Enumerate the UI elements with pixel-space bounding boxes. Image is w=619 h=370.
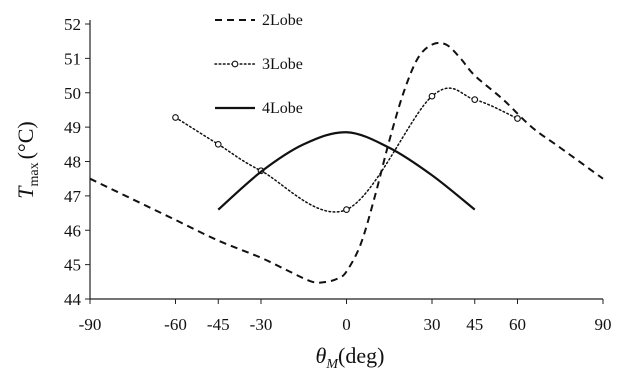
data-point-3lobe: [172, 114, 179, 121]
series-line-3lobe: [174, 87, 519, 213]
y-tick-label: 50: [64, 84, 81, 103]
legend-label-4lobe: 4Lobe: [262, 100, 303, 117]
y-axis-title-main: T: [13, 185, 38, 199]
x-tick-label: 60: [509, 315, 526, 334]
y-tick-label: 51: [64, 49, 81, 68]
series-line-4lobe: [217, 131, 476, 211]
x-tick-label: -30: [250, 315, 273, 334]
y-tick-label: 49: [64, 118, 81, 137]
legend-marker-3lobe: [231, 60, 239, 68]
series-line-2lobe: [89, 41, 604, 284]
x-axis-title: θM(deg): [316, 343, 385, 370]
legend-label-3lobe: 3Lobe: [262, 56, 303, 73]
x-axis-title-unit: (deg): [338, 343, 384, 368]
data-point-3lobe: [343, 206, 350, 213]
x-tick-label: -90: [79, 315, 102, 334]
y-tick-label: 48: [64, 153, 81, 172]
legend-label-2lobe: 2Lobe: [262, 12, 303, 29]
y-tick-label: 45: [64, 256, 81, 275]
data-point-3lobe: [514, 115, 521, 122]
y-axis-title-sub: max: [27, 162, 42, 186]
y-axis-title-unit: (°C): [13, 121, 38, 159]
y-tick-label: 46: [64, 221, 81, 240]
x-axis-title-sub: M: [325, 357, 339, 370]
data-point-3lobe: [214, 140, 222, 148]
y-tick-label: 52: [64, 15, 81, 34]
x-tick-label: 90: [595, 315, 612, 334]
data-point-3lobe: [471, 96, 479, 103]
y-axis-title: Tmax (°C): [13, 121, 42, 198]
legend: 2Lobe 3Lobe 4Lobe: [214, 12, 303, 117]
y-tick-label: 44: [64, 290, 82, 309]
x-tick-label: -60: [164, 315, 187, 334]
axes: 44 45 46 47 48 49 50 51 52 -90 -60 -45 -30 0 30 45 60 90: [64, 15, 612, 334]
x-tick-label: 0: [342, 315, 351, 334]
x-axis-title-main: θ: [316, 343, 327, 368]
x-tick-label: 30: [424, 315, 441, 334]
series-layer: [89, 41, 604, 284]
x-tick-label: 45: [466, 315, 483, 334]
x-tick-label: -45: [207, 315, 230, 334]
data-point-3lobe: [428, 92, 436, 100]
y-tick-label: 47: [64, 187, 82, 206]
